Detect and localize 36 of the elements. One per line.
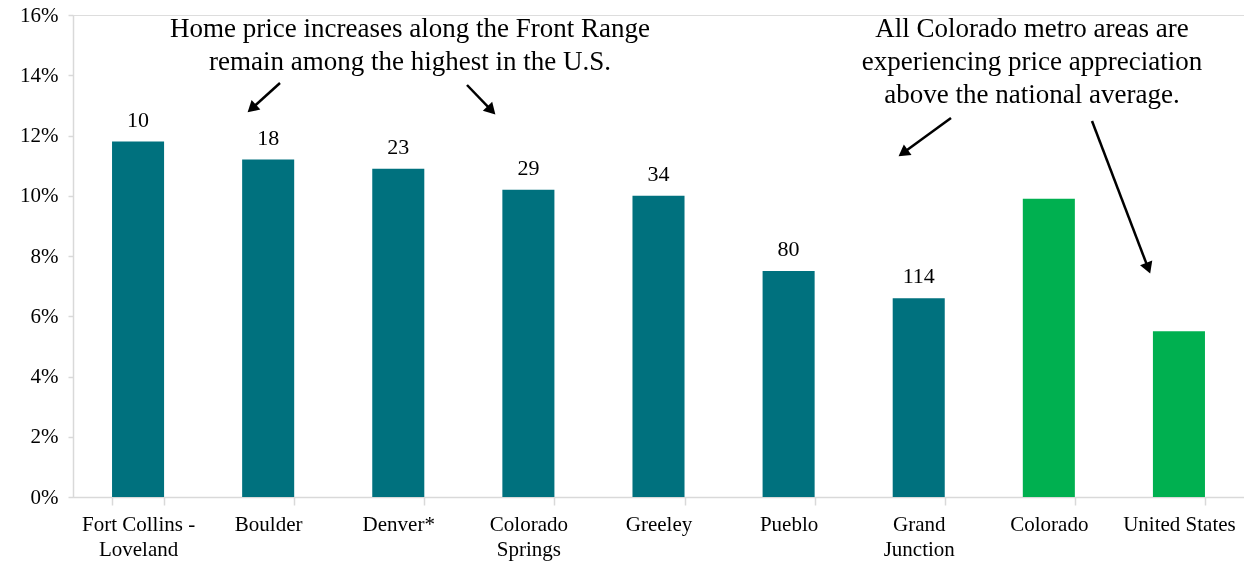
annotation: Home price increases along the Front Range remain among the highest in the U.S. xyxy=(170,13,650,76)
y-tick-label: 10% xyxy=(20,183,59,208)
x-tick-label: United States xyxy=(1123,511,1236,536)
bar xyxy=(892,298,945,497)
bar xyxy=(762,271,815,497)
annotation: 114 xyxy=(902,263,935,289)
y-tick-label: 12% xyxy=(20,123,59,147)
annotation: 10 xyxy=(127,106,150,132)
x-tick-label: Fort Collins - Loveland xyxy=(81,511,196,561)
y-tick-label: 16% xyxy=(20,2,59,27)
bar xyxy=(112,141,165,497)
bar xyxy=(1152,331,1205,497)
bar xyxy=(502,189,555,497)
annotation: All Colorado metro areas are experiencing price appreciation above the national average. xyxy=(861,13,1203,109)
annotation: 23 xyxy=(387,133,410,159)
y-tick-label: 6% xyxy=(30,303,59,328)
y-tick-label: 14% xyxy=(20,62,59,87)
x-tick-label: Colorado xyxy=(1010,511,1089,536)
bar xyxy=(372,168,425,497)
bar xyxy=(632,195,685,497)
x-tick-label: Boulder xyxy=(234,511,303,536)
annotation: 29 xyxy=(517,154,540,180)
y-tick-label: 2% xyxy=(30,424,59,449)
y-tick-label: 4% xyxy=(30,364,59,388)
x-tick-label: Pueblo xyxy=(759,511,819,536)
x-tick-label: Denver* xyxy=(362,511,435,536)
bar xyxy=(242,159,295,497)
x-tick-label: Colorado Springs xyxy=(489,511,568,561)
y-tick-label: 0% xyxy=(30,484,59,509)
annotation: 18 xyxy=(257,124,280,150)
annotation: 80 xyxy=(777,236,800,262)
x-tick-label: Grand Junction xyxy=(883,511,956,561)
annotation: 34 xyxy=(647,160,670,186)
y-tick-label: 8% xyxy=(30,243,59,268)
bar xyxy=(1022,198,1075,497)
x-tick-label: Greeley xyxy=(625,511,693,536)
